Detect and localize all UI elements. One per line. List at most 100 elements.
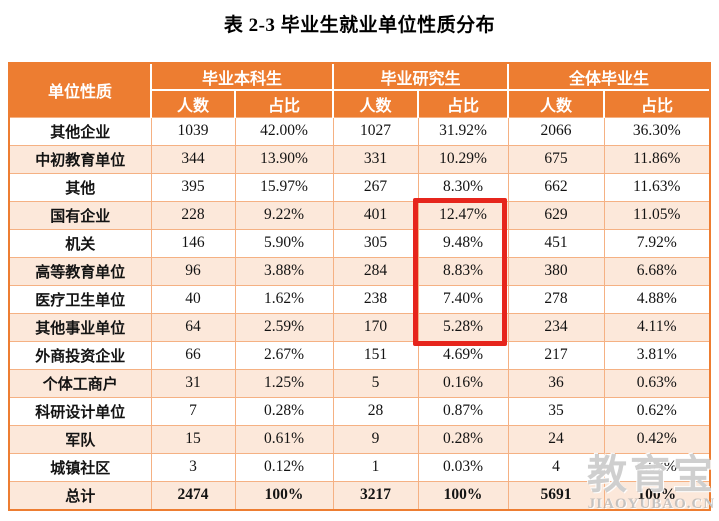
data-cell: 7 (150, 396, 236, 426)
data-cell: 629 (507, 200, 605, 230)
table-row: 其他 395 15.97% 267 8.30% 662 11.63% (10, 172, 710, 202)
data-cell: 9.48% (417, 228, 509, 258)
data-cell: 380 (507, 256, 605, 286)
data-cell: 3 (150, 452, 236, 482)
data-cell: 7.40% (417, 284, 509, 314)
data-cell: 11.86% (603, 144, 710, 174)
table-row: 机关 146 5.90% 305 9.48% 451 7.92% (10, 228, 710, 258)
data-cell: 100% (603, 480, 710, 509)
row-label: 个体工商户 (10, 368, 152, 398)
data-cell: 66 (150, 340, 236, 370)
header-postgrad-ratio: 占比 (417, 89, 510, 117)
data-cell: 331 (332, 144, 419, 174)
data-cell: 228 (150, 200, 236, 230)
row-label: 其他事业单位 (10, 312, 152, 342)
data-cell: 217 (507, 340, 605, 370)
row-label: 中初教育单位 (10, 144, 152, 174)
header-group-undergrad: 毕业本科生 (149, 64, 335, 91)
header-group-row: 单位性质 毕业本科生 毕业研究生 全体毕业生 (10, 64, 710, 117)
data-cell: 1 (332, 452, 419, 482)
data-cell: 3.81% (603, 340, 710, 370)
row-label: 高等教育单位 (10, 256, 152, 286)
data-cell: 36 (507, 368, 605, 398)
data-cell: 5691 (507, 480, 605, 509)
data-cell: 31 (150, 368, 236, 398)
row-label: 外商投资企业 (10, 340, 152, 370)
row-label: 其他企业 (10, 116, 152, 146)
row-label: 国有企业 (10, 200, 152, 230)
data-cell: 3217 (332, 480, 419, 509)
data-cell: 267 (332, 172, 419, 202)
row-label: 总计 (10, 480, 152, 509)
data-cell: 146 (150, 228, 236, 258)
data-cell: 4.69% (417, 340, 509, 370)
table-row: 其他事业单位 64 2.59% 170 5.28% 234 4.11% (10, 312, 710, 342)
data-cell: 1.25% (234, 368, 334, 398)
data-cell: 344 (150, 144, 236, 174)
data-cell: 2.59% (234, 312, 334, 342)
data-cell: 13.90% (234, 144, 334, 174)
data-cell: 31.92% (417, 116, 509, 146)
data-cell: 0.28% (417, 424, 509, 454)
data-cell: 0.28% (234, 396, 334, 426)
data-cell: 11.05% (603, 200, 710, 230)
data-cell: 5.28% (417, 312, 509, 342)
data-cell: 15 (150, 424, 236, 454)
row-label: 城镇社区 (10, 452, 152, 482)
header-sub-row: 人数 占比 人数 占比 人数 占比 (10, 89, 710, 117)
data-cell: 3.88% (234, 256, 334, 286)
data-cell: 5.90% (234, 228, 334, 258)
page-title: 表 2-3 毕业生就业单位性质分布 (223, 15, 496, 36)
table-row: 高等教育单位 96 3.88% 284 8.83% 380 6.68% (10, 256, 710, 286)
table-row: 中初教育单位 344 13.90% 331 10.29% 675 11.86% (10, 144, 710, 174)
data-cell: 1.62% (234, 284, 334, 314)
data-cell: 9.22% (234, 200, 334, 230)
data-cell: 0.12% (234, 452, 334, 482)
data-cell: 0.16% (417, 368, 509, 398)
data-cell: 100% (417, 480, 509, 509)
row-label: 机关 (10, 228, 152, 258)
data-cell: 305 (332, 228, 419, 258)
data-cell: 0.61% (234, 424, 334, 454)
header-unit-type: 单位性质 (10, 64, 152, 117)
data-cell: 675 (507, 144, 605, 174)
header-undergrad-ratio: 占比 (233, 89, 335, 117)
table-row: 军队 15 0.61% 9 0.28% 24 0.42% (10, 424, 710, 454)
data-cell: 15.97% (234, 172, 334, 202)
table-row: 城镇社区 3 0.12% 1 0.03% 4 0.07% (10, 452, 710, 482)
table-row: 个体工商户 31 1.25% 5 0.16% 36 0.63% (10, 368, 710, 398)
data-cell: 36.30% (603, 116, 710, 146)
data-cell: 8.30% (417, 172, 509, 202)
data-cell: 6.68% (603, 256, 710, 286)
data-cell: 4.88% (603, 284, 710, 314)
data-cell: 451 (507, 228, 605, 258)
data-cell: 2474 (150, 480, 236, 509)
data-cell: 284 (332, 256, 419, 286)
data-cell: 401 (332, 200, 419, 230)
header-all-ratio: 占比 (603, 89, 710, 117)
data-cell: 0.07% (603, 452, 710, 482)
data-cell: 96 (150, 256, 236, 286)
data-cell: 1027 (332, 116, 419, 146)
header-postgrad-count: 人数 (332, 89, 420, 117)
data-cell: 10.29% (417, 144, 509, 174)
row-label: 医疗卫生单位 (10, 284, 152, 314)
data-cell: 7.92% (603, 228, 710, 258)
data-cell: 2.67% (234, 340, 334, 370)
header-all-count: 人数 (507, 89, 606, 117)
table-row: 国有企业 228 9.22% 401 12.47% 629 11.05% (10, 200, 710, 230)
data-cell: 238 (332, 284, 419, 314)
row-label: 其他 (10, 172, 152, 202)
data-cell: 5 (332, 368, 419, 398)
data-cell: 35 (507, 396, 605, 426)
data-cell: 662 (507, 172, 605, 202)
data-cell: 0.87% (417, 396, 509, 426)
data-cell: 4 (507, 452, 605, 482)
table-row: 其他企业 1039 42.00% 1027 31.92% 2066 36.30% (10, 116, 710, 146)
data-cell: 28 (332, 396, 419, 426)
table-row: 外商投资企业 66 2.67% 151 4.69% 217 3.81% (10, 340, 710, 370)
data-cell: 9 (332, 424, 419, 454)
data-cell: 395 (150, 172, 236, 202)
data-cell: 0.03% (417, 452, 509, 482)
row-label: 科研设计单位 (10, 396, 152, 426)
